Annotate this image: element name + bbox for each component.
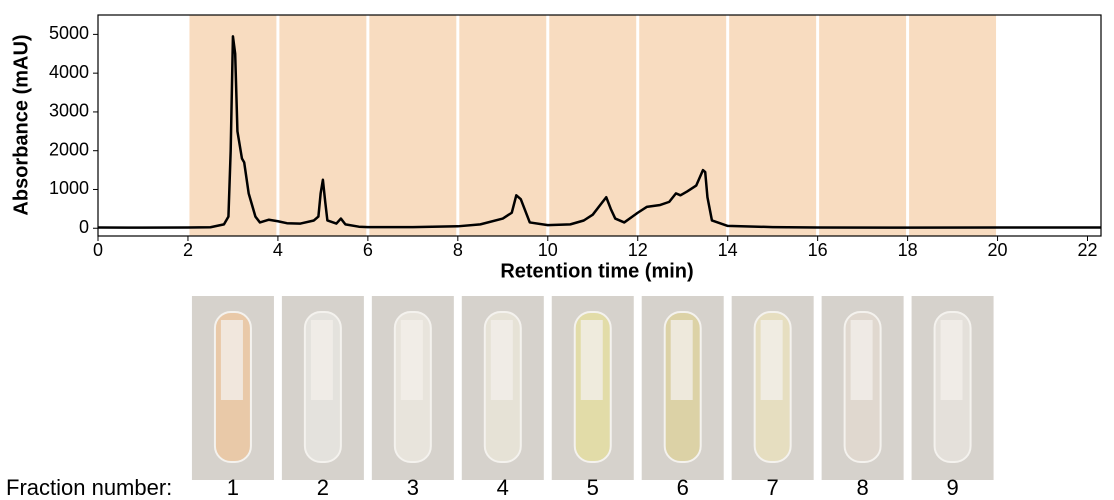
fraction-band xyxy=(459,15,547,236)
x-tick-label: 14 xyxy=(718,240,738,260)
fraction-label: 6 xyxy=(677,475,689,500)
tube-photo xyxy=(641,296,724,480)
x-tick-label: 10 xyxy=(538,240,558,260)
fraction-band xyxy=(819,15,907,236)
tube-label xyxy=(310,320,333,400)
y-tick-label: 5000 xyxy=(49,23,89,43)
fraction-band xyxy=(729,15,817,236)
tube-photo xyxy=(281,296,364,480)
x-tick-label: 20 xyxy=(988,240,1008,260)
fraction-band xyxy=(549,15,637,236)
x-tick-label: 6 xyxy=(363,240,373,260)
plot-frame xyxy=(97,14,1102,237)
tube-photo xyxy=(551,296,634,480)
fraction-band xyxy=(909,15,997,236)
y-axis-label: Absorbance (mAU) xyxy=(10,34,32,215)
fraction-label: 3 xyxy=(407,475,419,500)
x-tick-label: 0 xyxy=(93,240,103,260)
x-tick-label: 4 xyxy=(273,240,283,260)
x-axis-label: Retention time (min) xyxy=(500,260,693,282)
fraction-label: 8 xyxy=(856,475,868,500)
fraction-label: 2 xyxy=(317,475,329,500)
tube-photo xyxy=(821,296,904,480)
tube-photo xyxy=(461,296,544,480)
fraction-label: 5 xyxy=(587,475,599,500)
tube-photo xyxy=(371,296,454,480)
tube-label xyxy=(670,320,693,400)
x-tick-label: 12 xyxy=(628,240,648,260)
tube-label xyxy=(940,320,963,400)
tube-label xyxy=(760,320,783,400)
x-tick-label: 22 xyxy=(1077,240,1097,260)
y-tick-label: 1000 xyxy=(49,178,89,198)
y-tick-label: 2000 xyxy=(49,139,89,159)
fraction-label: 1 xyxy=(227,475,239,500)
tube-photo xyxy=(911,296,994,480)
y-tick-label: 4000 xyxy=(49,62,89,82)
x-tick-label: 18 xyxy=(898,240,918,260)
y-tick-label: 3000 xyxy=(49,101,89,121)
fraction-band xyxy=(279,15,367,236)
fraction-label: 9 xyxy=(946,475,958,500)
fraction-label: 7 xyxy=(767,475,779,500)
tube-label xyxy=(850,320,873,400)
tube-label xyxy=(580,320,603,400)
y-tick-label: 0 xyxy=(79,217,89,237)
chromatogram-line xyxy=(97,35,1101,229)
tube-photo xyxy=(191,296,274,480)
x-tick-label: 8 xyxy=(453,240,463,260)
x-tick-label: 16 xyxy=(808,240,828,260)
x-tick-label: 2 xyxy=(183,240,193,260)
tube-label xyxy=(220,320,243,400)
tube-label xyxy=(490,320,513,400)
fraction-label: 4 xyxy=(497,475,509,500)
fraction-band xyxy=(639,15,727,236)
tube-photo xyxy=(731,296,814,480)
fraction-band xyxy=(369,15,457,236)
fraction-title: Fraction number: xyxy=(6,475,172,500)
tube-label xyxy=(400,320,423,400)
